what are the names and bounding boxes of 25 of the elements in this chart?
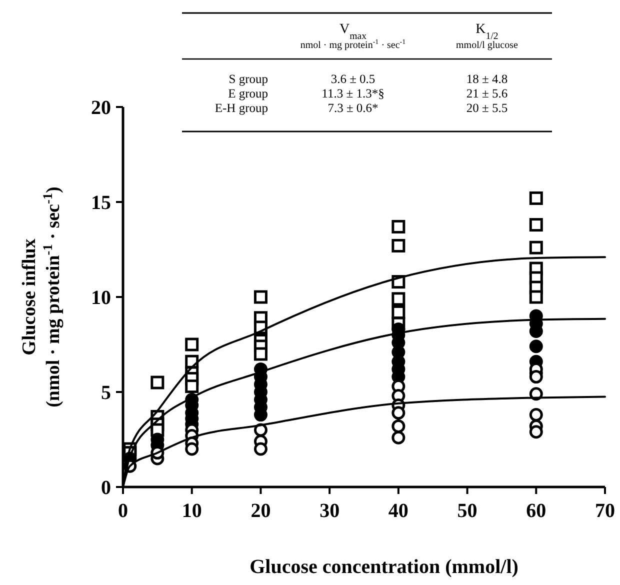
x-tick-label: 50 xyxy=(457,500,478,522)
annotation: 7.3 ± 0.6* xyxy=(328,101,378,115)
text: K$_{1/2}$ xyxy=(476,22,498,42)
x-tick-label: 40 xyxy=(388,500,408,522)
text: 3.6 ± 0.5 xyxy=(330,72,376,86)
text: 18 ± 4.8 xyxy=(466,72,508,86)
x-tick-label: 30 xyxy=(320,500,340,522)
x-tick-label: 60 xyxy=(526,500,546,522)
x-tick-label: 10 xyxy=(182,500,202,522)
text: E group xyxy=(228,86,268,100)
x-tick-label: 70 xyxy=(595,500,615,522)
y-tick-label: 20 xyxy=(91,97,111,119)
annotation: 20 ± 5.5 xyxy=(466,101,508,115)
annotation: E-H group xyxy=(214,101,268,115)
y-tick-label: 5 xyxy=(101,382,111,404)
y-tick-label: 0 xyxy=(101,477,111,499)
text: S group xyxy=(228,72,268,86)
y-tick-label: 15 xyxy=(91,192,111,214)
text: mmol/l glucose xyxy=(456,40,519,51)
y-tick-label: 10 xyxy=(91,287,111,309)
text: 11.3 ± 1.3*§ xyxy=(322,86,384,100)
text: 21 ± 5.6 xyxy=(466,86,508,100)
x-tick-label: 0 xyxy=(118,500,128,522)
x-axis-title: Glucose concentration (mmol/l) xyxy=(250,556,518,578)
x-tick-label: 20 xyxy=(250,500,271,522)
